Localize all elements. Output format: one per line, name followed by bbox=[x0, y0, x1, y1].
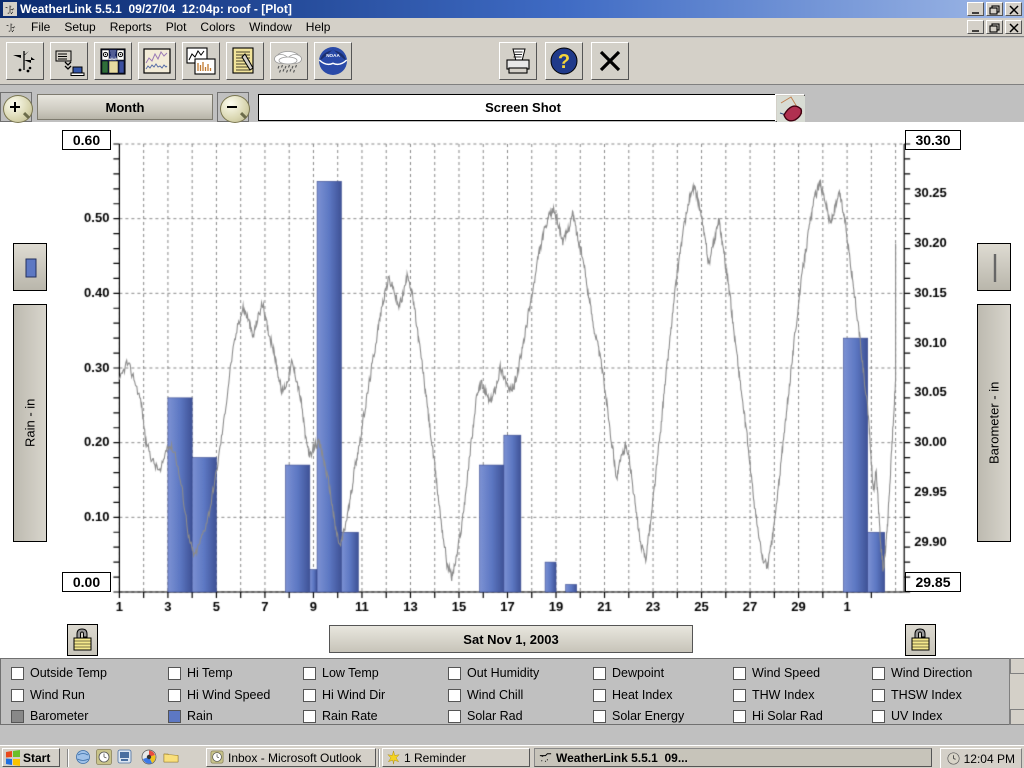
svg-text:NOAA: NOAA bbox=[326, 53, 340, 58]
svg-text:?: ? bbox=[558, 51, 570, 73]
